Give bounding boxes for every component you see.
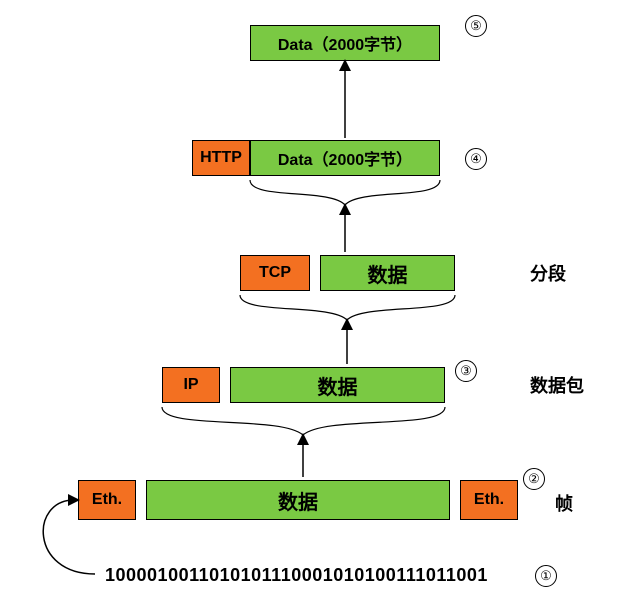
circled-2: ② bbox=[523, 468, 545, 490]
packet-label: 数据包 bbox=[530, 372, 584, 398]
layer4-data-box: Data（2000字节） bbox=[250, 140, 440, 176]
layer1-data-label: 数据 bbox=[278, 486, 318, 515]
flow-overlay bbox=[0, 0, 635, 613]
layer3-tcp-box: TCP bbox=[240, 255, 310, 291]
layer3-data-label: 数据 bbox=[368, 259, 408, 288]
layer1-eth-left-box: Eth. bbox=[78, 480, 136, 520]
layer2-data-box: 数据 bbox=[230, 367, 445, 403]
layer4-http-label: HTTP bbox=[200, 149, 242, 167]
circled-1: ① bbox=[535, 565, 557, 587]
layer4-data-label: Data（2000字节） bbox=[278, 146, 412, 170]
segment-label: 分段 bbox=[530, 260, 566, 286]
bits-string: 1000010011010101110001010100111011001 bbox=[105, 565, 488, 586]
layer3-tcp-label: TCP bbox=[259, 264, 291, 282]
layer1-eth-left-label: Eth. bbox=[92, 491, 122, 509]
layer1-eth-right-label: Eth. bbox=[474, 491, 504, 509]
layer1-data-box: 数据 bbox=[146, 480, 450, 520]
layer4-http-box: HTTP bbox=[192, 140, 250, 176]
layer3-data-box: 数据 bbox=[320, 255, 455, 291]
layer5-data-box: Data（2000字节） bbox=[250, 25, 440, 61]
layer2-ip-label: IP bbox=[183, 376, 198, 394]
circled-5: ⑤ bbox=[465, 15, 487, 37]
layer2-data-label: 数据 bbox=[318, 371, 358, 400]
circled-3: ③ bbox=[455, 360, 477, 382]
layer1-eth-right-box: Eth. bbox=[460, 480, 518, 520]
layer2-ip-box: IP bbox=[162, 367, 220, 403]
frame-label: 帧 bbox=[555, 490, 573, 516]
encapsulation-diagram: Data（2000字节） ⑤ HTTP Data（2000字节） ④ TCP 数… bbox=[0, 0, 635, 613]
layer5-data-label: Data（2000字节） bbox=[278, 31, 412, 55]
circled-4: ④ bbox=[465, 148, 487, 170]
